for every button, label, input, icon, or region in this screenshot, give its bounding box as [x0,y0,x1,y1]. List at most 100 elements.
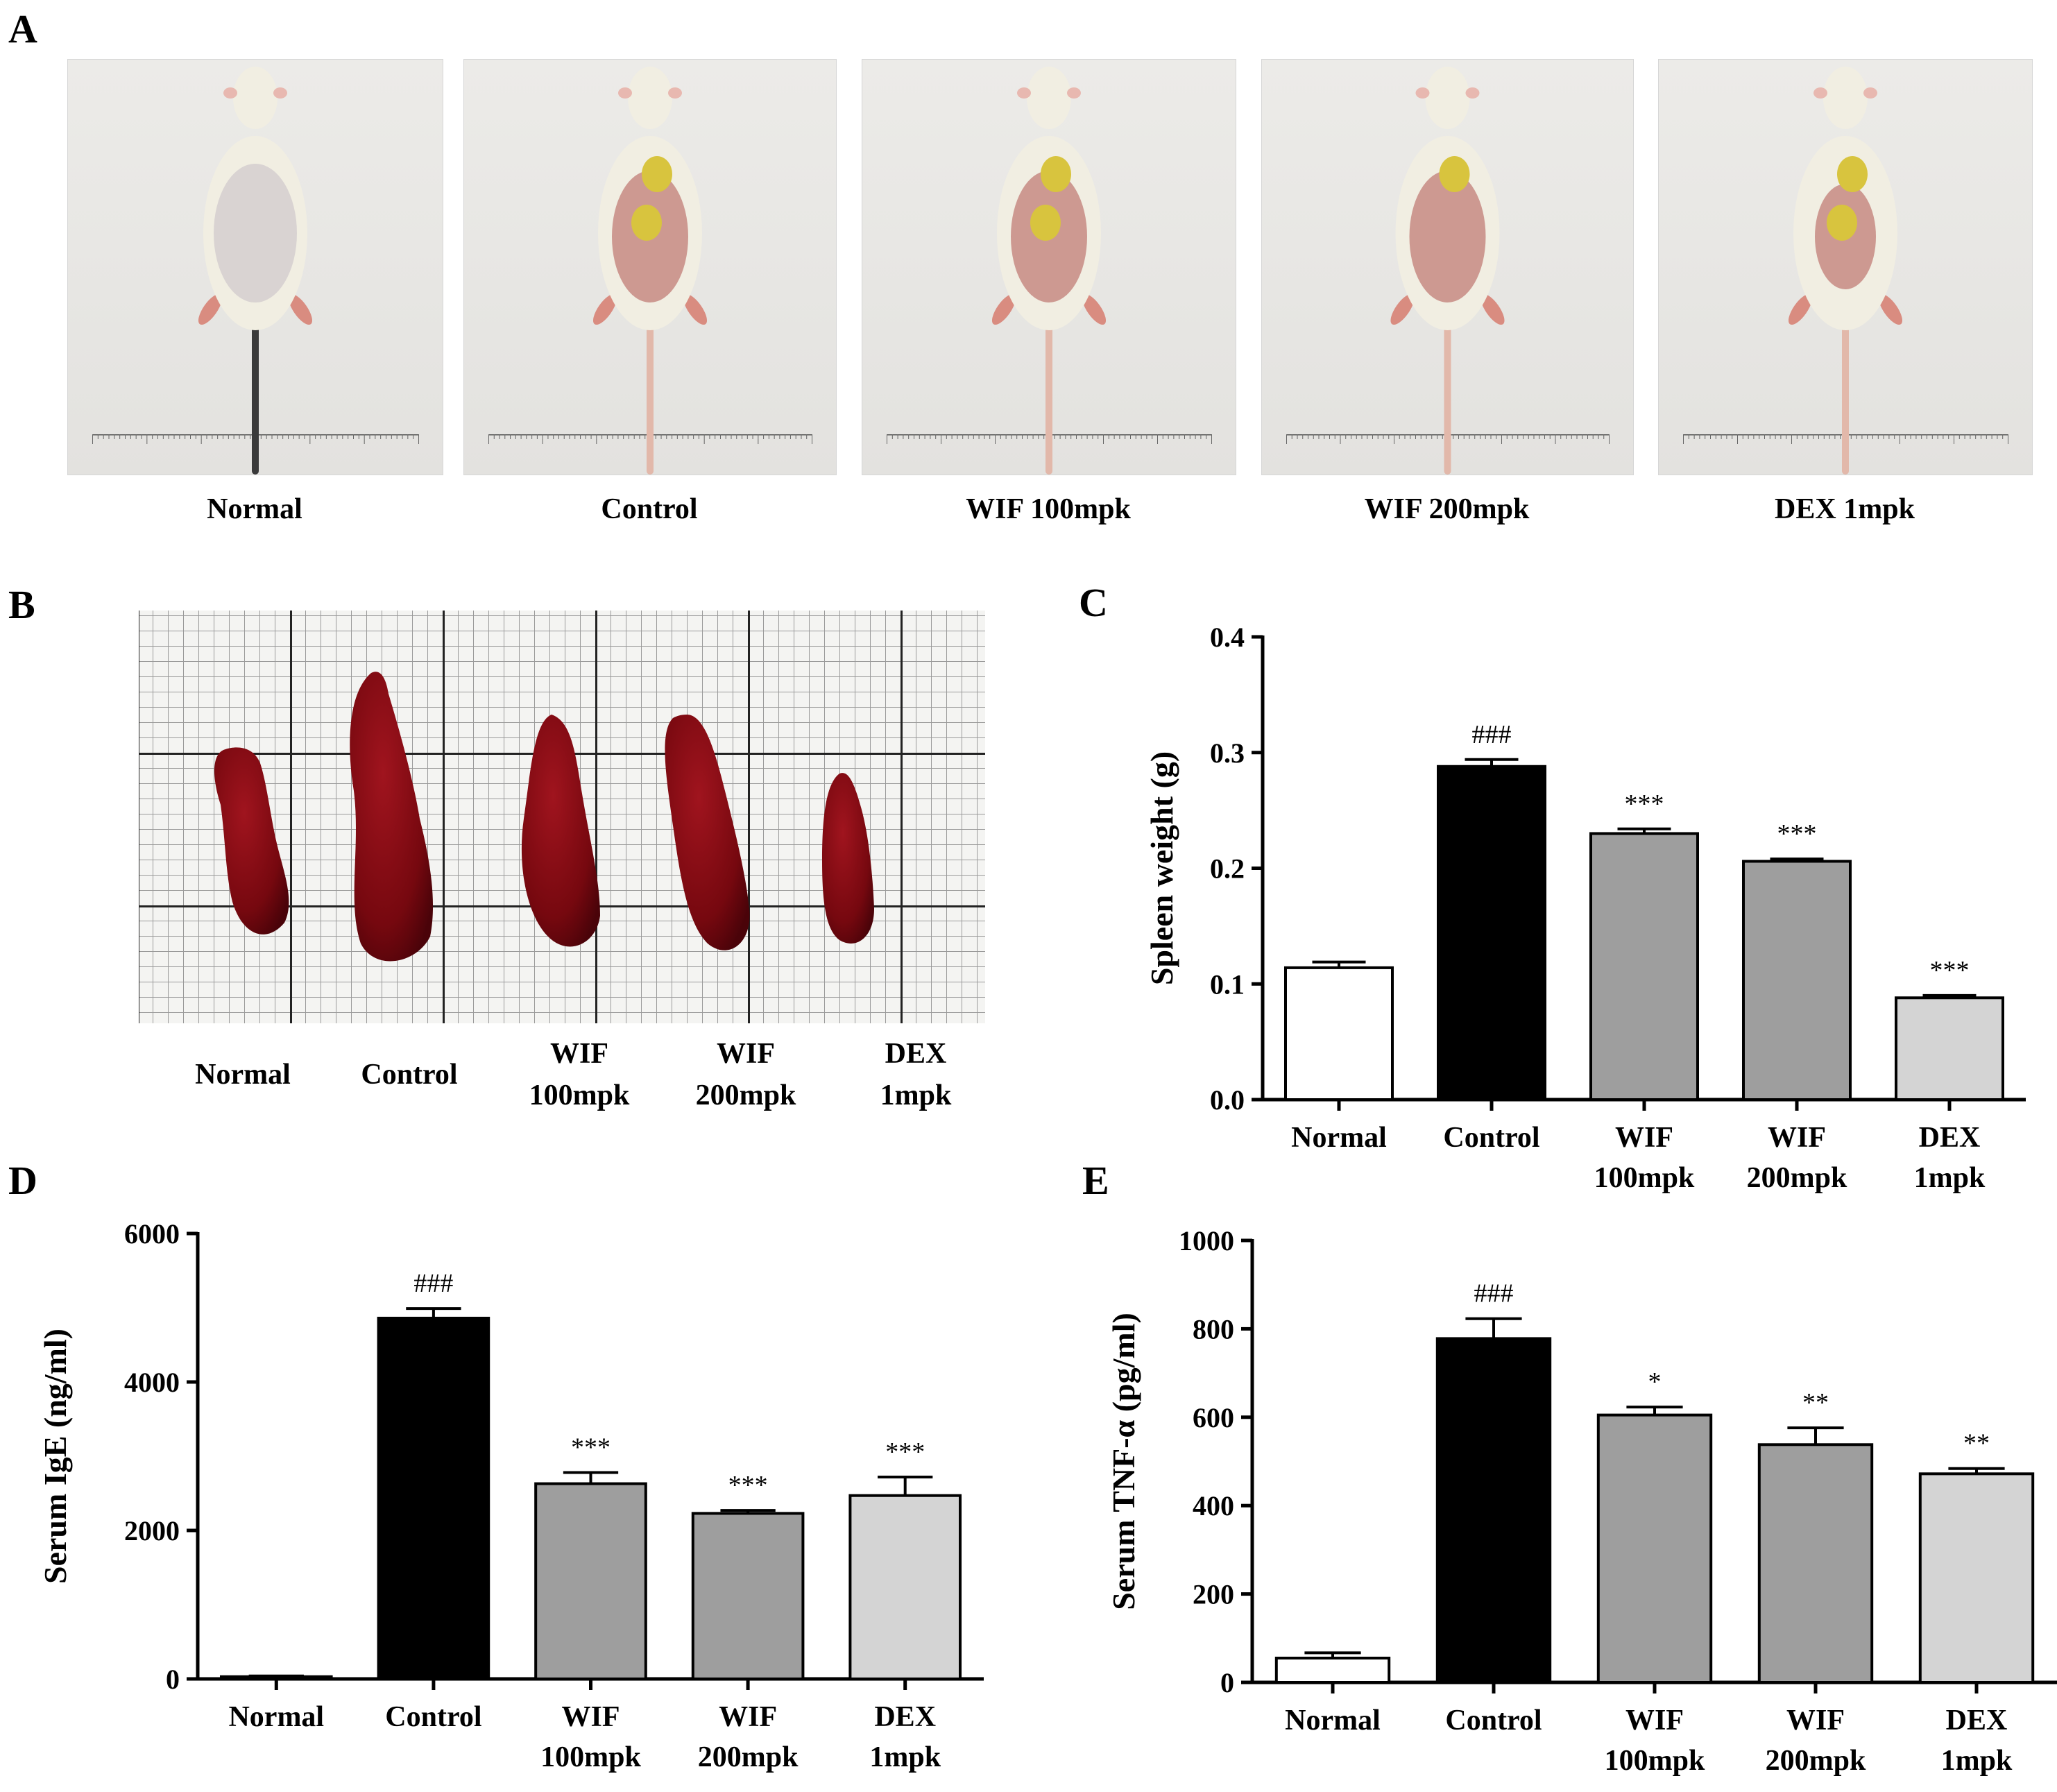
bar-3 [1589,832,1699,1101]
ruler-tick [558,434,559,439]
ruler-tick [293,434,294,439]
ruler-tick [488,434,489,444]
ruler-tick [1404,434,1406,439]
x-tick-label: 100mpk [540,1741,641,1773]
mouse-ear [1813,87,1827,99]
bar-2 [1437,765,1546,1101]
ruler-tick [1807,434,1809,439]
ruler-tick [1693,434,1695,439]
ruler-tick [515,434,516,439]
group-label-normal: Normal [207,493,302,525]
y-axis-label: Serum IgE (ng/ml) [37,1329,73,1584]
x-tick-label: 100mpk [1594,1162,1695,1194]
ruler-tick [1764,434,1765,439]
significance-label: ### [1474,1279,1514,1308]
ruler-tick [1921,434,1922,439]
spleen-label-dex-line2: 1mpk [880,1080,952,1111]
ruler-tick [162,434,164,439]
ruler-tick [1566,434,1567,439]
group-label-wif200: WIF 200mpk [1364,493,1530,525]
ruler-tick [418,434,419,444]
ruler-tick [353,434,354,439]
ruler-tick [919,434,920,439]
spleen-label-dex-line1: DEX [885,1038,947,1070]
ruler-tick [1340,434,1341,444]
ruler-tick [1377,434,1379,439]
ruler-tick [391,434,392,439]
ruler-tick [1168,434,1169,439]
y-tick-label: 0.3 [1210,737,1245,769]
ruler-tick [97,434,99,439]
y-tick-label: 200 [1193,1579,1234,1610]
mouse-photo-2 [463,59,837,475]
group-label-control: Control [601,493,698,525]
y-tick-label: 0.4 [1210,622,1245,653]
ruler-tick [1022,434,1023,439]
ruler-tick [1302,434,1304,439]
bar-5 [1918,1472,2035,1684]
ruler-tick [1420,434,1422,439]
ruler-tick [601,434,603,439]
ruler-tick [989,434,991,439]
ruler-tick [239,434,240,439]
x-tick-label: 100mpk [1605,1745,1705,1777]
mouse-photo-4 [1261,59,1634,475]
ruler-tick [789,434,791,439]
spleen-wif200 [665,715,750,950]
spleen-label-control: Control [361,1059,458,1091]
ruler-tick [1195,434,1196,439]
y-tick-label: 400 [1193,1490,1234,1521]
ruler-tick [1200,434,1202,439]
ruler-tick [736,434,737,439]
mouse-leg [288,293,313,325]
y-axis-label: Serum TNF-α (pg/ml) [1106,1313,1141,1610]
mouse-shaved-skin [214,164,297,302]
spleen-label-wif100-line1: WIF [550,1038,608,1070]
ruler-tick [891,434,893,439]
ruler-tick [1894,434,1895,439]
ruler-tick [746,434,748,439]
ruler-tick [1113,434,1115,439]
spleen-label-normal: Normal [195,1059,291,1091]
ruler-tick [298,434,300,439]
ruler-tick [709,434,710,439]
ruler-tick [1699,434,1700,439]
ruler-tick [1474,434,1476,439]
mouse-leg [683,293,708,325]
mouse-illustration [887,67,1212,475]
ruler-tick [1915,434,1917,439]
x-tick-label: 200mpk [1766,1745,1866,1777]
ruler-tick [1861,434,1863,439]
mouse-scab [631,205,662,241]
x-tick-label: Control [385,1701,481,1733]
ruler-tick [973,434,974,439]
mouse-head [1425,67,1470,129]
x-tick-label: Control [1443,1122,1539,1154]
mouse-scab [1827,205,1857,241]
significance-label: ### [1472,720,1512,749]
mouse-lesion [1409,171,1486,302]
significance-label: *** [571,1433,611,1462]
mouse-leg [1480,293,1505,325]
x-tick-label: Normal [1291,1122,1387,1154]
ruler-tick [1737,434,1738,444]
ruler-tick [1211,434,1212,444]
ruler-tick [1576,434,1578,439]
y-tick-label: 800 [1193,1313,1234,1345]
mouse-illustration [92,67,419,475]
panel-a-letter: A [8,6,37,51]
bar-4 [1757,1443,1874,1684]
ruler-tick [1345,434,1347,439]
chart-serum-ige: Serum IgE (ng/ml) 0 2000 4000 6000 Normal ### C… [37,1218,984,1773]
mouse-ear [273,87,287,99]
significance-label: *** [1625,790,1664,819]
ruler-tick [536,434,538,439]
ruler-tick [1872,434,1873,439]
chart-spleen-weight: Spleen weight (g) 0.0 0.1 0.2 0.3 0.4 Normal ##… [1144,622,2026,1194]
mouse-head [1027,67,1071,129]
ruler-tick [1016,434,1018,439]
y-tick-label: 1000 [1179,1225,1234,1256]
ruler-tick [1372,434,1373,439]
ruler-tick [1850,434,1852,439]
significance-label: ** [1802,1388,1829,1417]
